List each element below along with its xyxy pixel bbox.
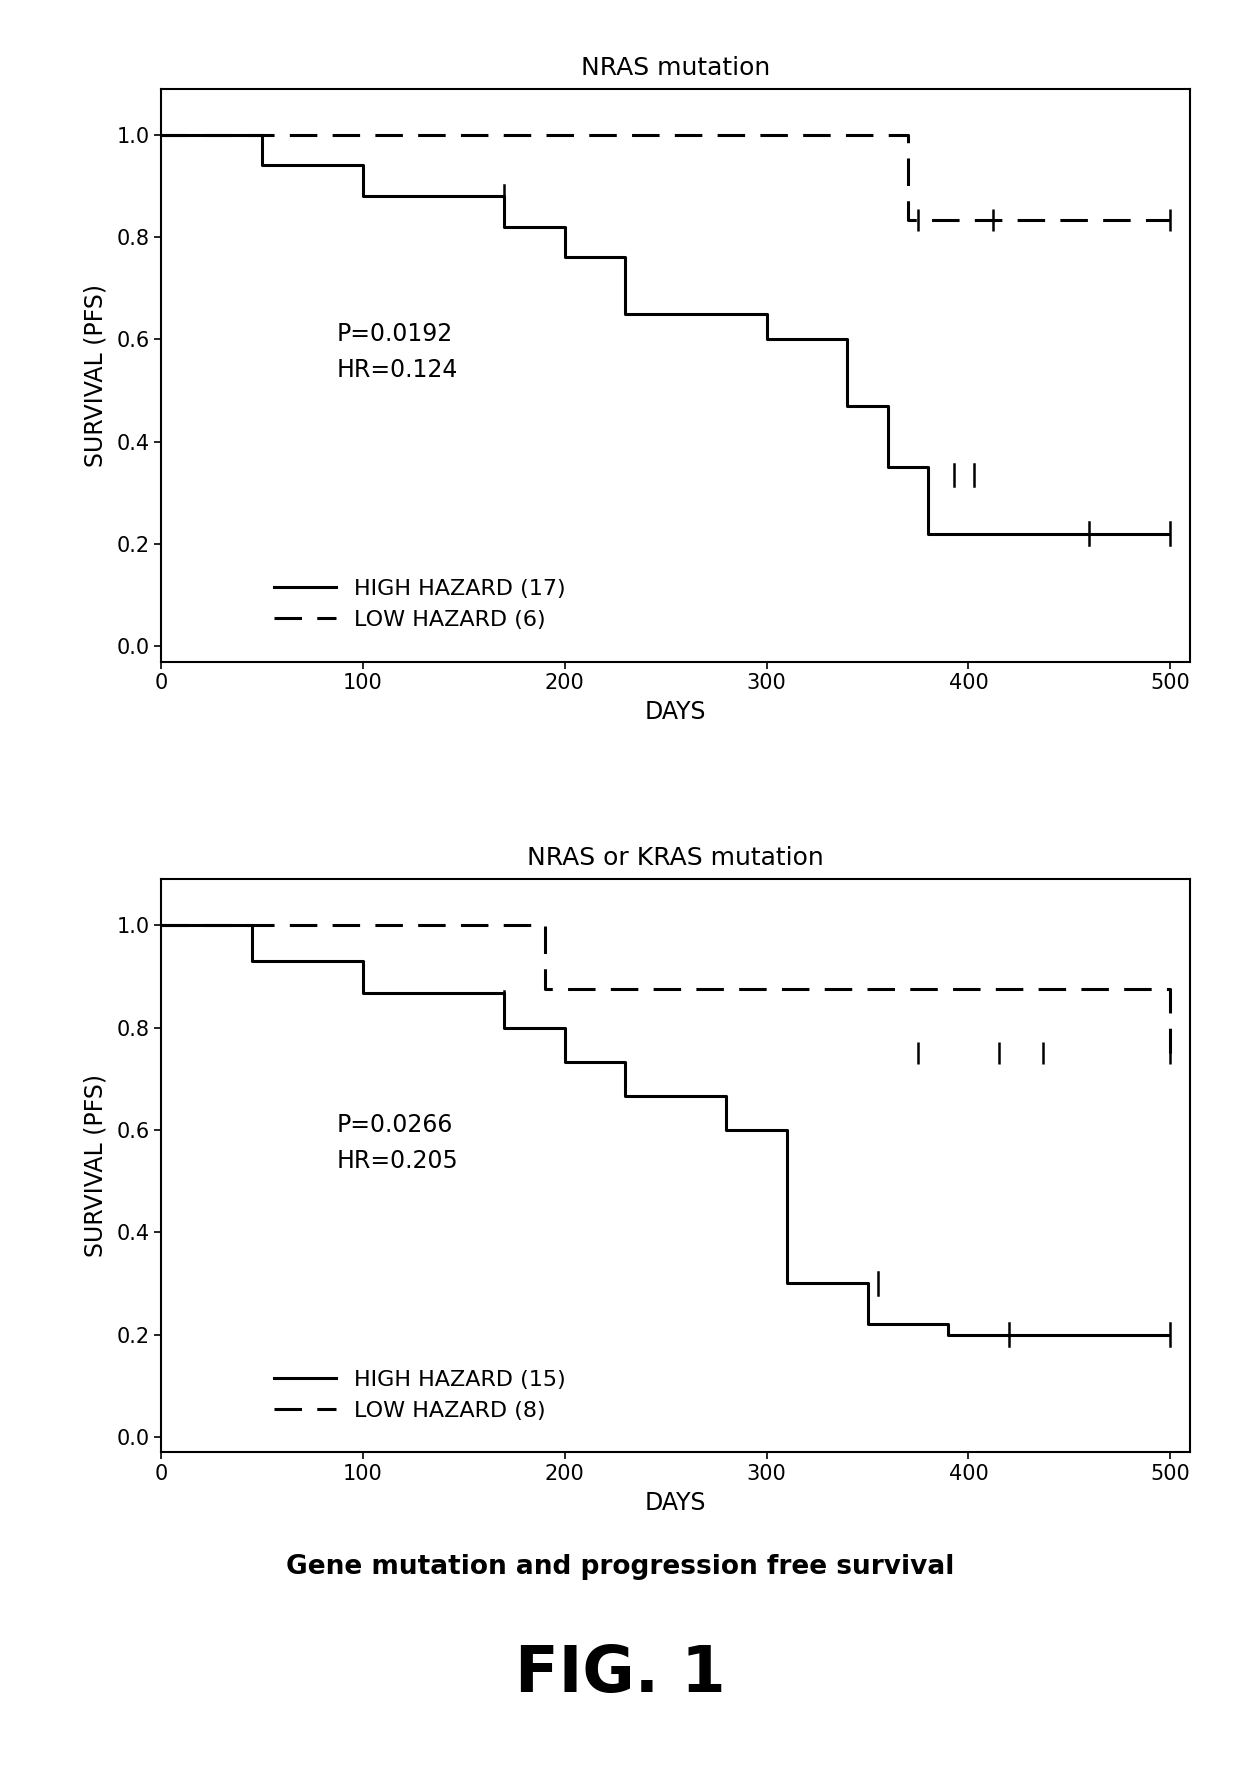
Y-axis label: SURVIVAL (PFS): SURVIVAL (PFS) xyxy=(84,283,108,466)
Text: Gene mutation and progression free survival: Gene mutation and progression free survi… xyxy=(285,1555,955,1580)
Title: NRAS or KRAS mutation: NRAS or KRAS mutation xyxy=(527,847,825,870)
Legend: HIGH HAZARD (17), LOW HAZARD (6): HIGH HAZARD (17), LOW HAZARD (6) xyxy=(265,570,574,639)
Text: FIG. 1: FIG. 1 xyxy=(515,1642,725,1705)
Y-axis label: SURVIVAL (PFS): SURVIVAL (PFS) xyxy=(84,1075,108,1257)
Legend: HIGH HAZARD (15), LOW HAZARD (8): HIGH HAZARD (15), LOW HAZARD (8) xyxy=(265,1360,574,1429)
X-axis label: DAYS: DAYS xyxy=(645,700,707,724)
Text: P=0.0266
HR=0.205: P=0.0266 HR=0.205 xyxy=(336,1114,458,1172)
X-axis label: DAYS: DAYS xyxy=(645,1491,707,1514)
Text: P=0.0192
HR=0.124: P=0.0192 HR=0.124 xyxy=(336,322,458,383)
Title: NRAS mutation: NRAS mutation xyxy=(582,55,770,80)
